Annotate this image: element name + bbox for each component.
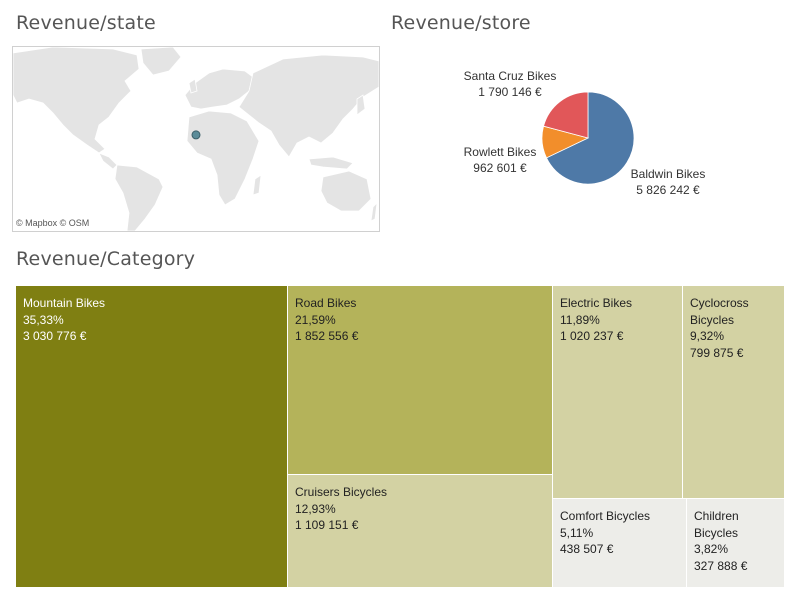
treemap-chart: Mountain Bikes 35,33% 3 030 776 € Road B… (16, 286, 785, 588)
tile-value: 1 020 237 € (560, 329, 624, 343)
map-land-central-america (98, 152, 118, 170)
tile-children-bicycles[interactable]: Children Bicycles 3,82% 327 888 € (687, 499, 785, 588)
tile-value: 1 852 556 € (295, 329, 359, 343)
map-marker[interactable] (191, 130, 201, 140)
tile-value: 3 030 776 € (23, 329, 87, 343)
pie-label-value: 962 601 € (473, 161, 527, 175)
map-land-south-america (114, 164, 164, 231)
tile-share: 12,93% (295, 501, 336, 516)
tile-share: 3,82% (694, 542, 729, 556)
map-land-greenland (140, 47, 182, 76)
pie-label-value: 1 790 146 € (478, 85, 542, 99)
tile-share: 11,89% (560, 312, 600, 327)
tile-value: 327 888 € (694, 558, 748, 573)
map-land-indonesia (308, 156, 354, 170)
tile-value: 1 109 151 € (295, 518, 359, 532)
tile-road-bikes[interactable]: Road Bikes 21,59% 1 852 556 € (288, 286, 553, 475)
tile-name-line-1: Cyclocross (690, 296, 749, 310)
tile-share: 9,32% (690, 329, 725, 343)
pie-label-name: Baldwin Bikes (630, 167, 706, 181)
tile-value: 799 875 € (690, 345, 744, 360)
map-land-north-america (13, 47, 140, 154)
world-map[interactable]: © Mapbox © OSM (12, 46, 380, 232)
pie-label-rowlett: Rowlett Bikes 962 601 € (456, 144, 544, 176)
map-land-asia (238, 54, 379, 158)
tile-name: Electric Bikes (560, 296, 633, 310)
tile-name-line-2: Bicycles (694, 525, 739, 540)
map-land-africa (186, 110, 260, 206)
map-land-japan (356, 94, 366, 116)
pie-slice-santa-cruz-bikes[interactable] (543, 91, 589, 139)
tile-share: 21,59% (295, 312, 336, 327)
pie-slice-baldwin-bikes[interactable] (545, 91, 635, 185)
pie-label-value: 5 826 242 € (636, 183, 700, 197)
pie-label-santa-cruz: Santa Cruz Bikes 1 790 146 € (460, 68, 560, 100)
tile-mountain-bikes[interactable]: Mountain Bikes 35,33% 3 030 776 € (16, 286, 288, 588)
map-canvas[interactable] (13, 47, 379, 231)
pie-title: Revenue/store (391, 12, 531, 34)
tile-name: Cruisers Bicycles (295, 485, 388, 499)
pie-chart: Santa Cruz Bikes 1 790 146 € Rowlett Bik… (440, 60, 740, 210)
tile-name: Road Bikes (295, 296, 357, 310)
tile-cruisers-bicycles[interactable]: Cruisers Bicycles 12,93% 1 109 151 € (288, 475, 553, 588)
map-land-uk (188, 78, 198, 94)
map-land-madagascar (252, 174, 262, 196)
tile-name-line-1: Children (694, 509, 739, 523)
tile-name: Mountain Bikes (23, 296, 106, 310)
tile-comfort-bicycles[interactable]: Comfort Bicycles 5,11% 438 507 € (553, 499, 687, 588)
tile-electric-bikes[interactable]: Electric Bikes 11,89% 1 020 237 € (553, 286, 683, 499)
map-title: Revenue/state (16, 12, 156, 34)
pie-label-name: Rowlett Bikes (463, 145, 537, 159)
map-attribution[interactable]: © Mapbox © OSM (16, 218, 90, 228)
pie-label-baldwin: Baldwin Bikes 5 826 242 € (626, 166, 710, 198)
map-land-new-zealand (370, 201, 378, 222)
tile-share: 5,11% (560, 525, 594, 540)
treemap-title: Revenue/Category (16, 248, 196, 270)
tile-cyclocross-bicycles[interactable]: Cyclocross Bicycles 9,32% 799 875 € (683, 286, 785, 499)
pie-canvas (541, 91, 635, 185)
map-land-australia (320, 170, 372, 212)
tile-share: 35,33% (23, 312, 64, 327)
pie-label-name: Santa Cruz Bikes (463, 69, 557, 83)
tile-name: Comfort Bicycles (560, 509, 651, 523)
tile-name-line-2: Bicycles (690, 312, 735, 327)
tile-value: 438 507 € (560, 542, 614, 556)
